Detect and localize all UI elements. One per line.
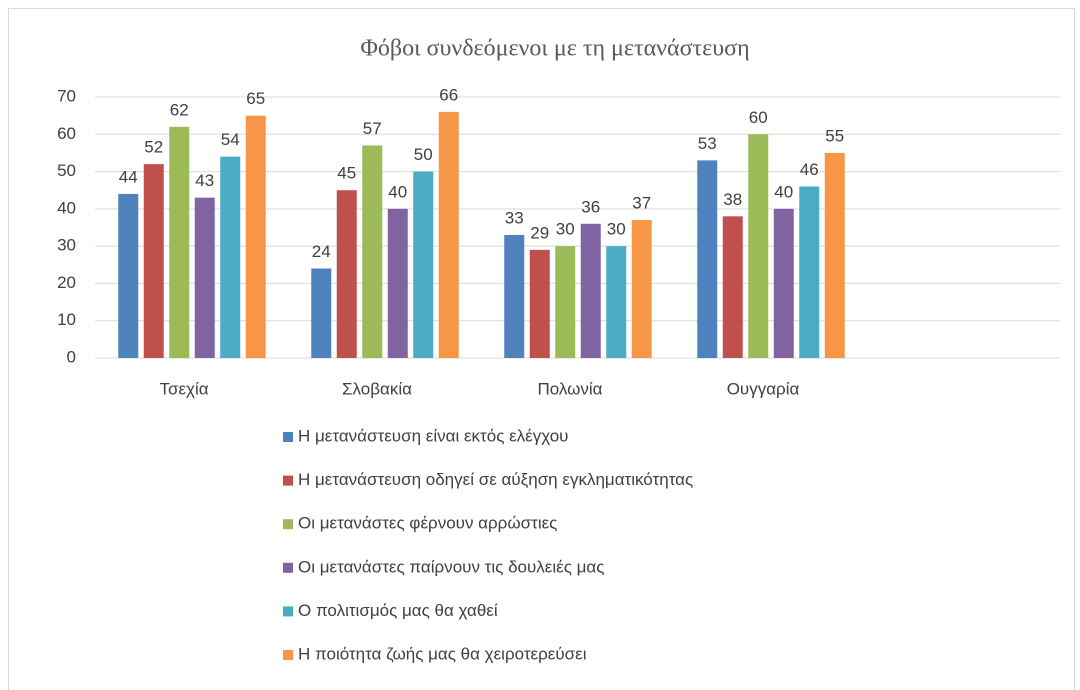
bar [773,208,794,358]
bar [555,246,576,358]
legend-label: Η μετανάστευση είναι εκτός ελέγχου [298,426,568,445]
bar [529,249,550,358]
data-label: 54 [221,130,240,149]
legend-label: Η ποιότητα ζωής μας θα χειροτερεύσει [298,644,587,663]
legend-swatch [283,432,293,442]
data-label: 66 [439,85,458,104]
bar [606,246,627,358]
bar [336,190,357,358]
data-label: 37 [632,194,651,213]
y-tick-label: 40 [57,198,76,217]
bar [438,111,459,359]
data-label: 55 [825,126,844,145]
y-tick-label: 30 [57,236,76,255]
legend-swatch [283,650,293,660]
bar [799,186,820,358]
data-label: 24 [312,242,331,261]
y-tick-label: 60 [57,124,76,143]
y-tick-label: 50 [57,161,76,180]
data-label: 46 [800,160,819,179]
bar [631,220,652,358]
bar [722,216,743,358]
legend-swatch [283,606,293,617]
data-label: 30 [607,220,626,239]
bar [413,171,434,358]
data-label: 53 [698,134,717,153]
data-label: 43 [195,171,214,190]
data-label: 65 [246,89,265,108]
bar [143,164,164,358]
bar [748,134,769,358]
data-label: 38 [723,190,742,209]
x-tick-label: Ουγγαρία [727,379,800,398]
data-label: 57 [363,119,382,138]
data-label: 40 [388,182,407,201]
x-tick-label: Πολωνία [537,379,602,398]
bar [169,126,190,358]
bar [697,160,718,358]
bar [504,234,525,358]
legend-label: Ο πολιτισμός μας θα χαθεί [298,601,498,620]
data-label: 52 [144,138,163,157]
bar [311,268,332,358]
legend-swatch [283,475,293,486]
bar [362,145,383,358]
data-label: 44 [119,167,138,186]
y-tick-label: 0 [67,347,76,366]
data-label: 62 [170,100,189,119]
data-label: 40 [774,182,793,201]
bar [220,156,241,358]
bar [194,197,215,358]
data-label: 29 [530,223,549,242]
legend-label: Η μετανάστευση οδηγεί σε αύξηση εγκληματ… [298,470,693,489]
bar [387,208,408,358]
x-tick-label: Σλοβακία [342,379,412,398]
data-label: 33 [505,208,524,227]
chart-title: Φόβοι συνδεόμενοι με τη μετανάστευση [360,36,749,62]
bar [580,223,601,358]
y-tick-label: 20 [57,273,76,292]
x-tick-label: Τσεχία [159,379,208,398]
data-label: 36 [581,197,600,216]
data-label: 50 [414,145,433,164]
data-label: 60 [749,108,768,127]
legend-label: Οι μετανάστες φέρνουν αρρώστιες [298,514,557,533]
y-tick-label: 70 [57,86,76,105]
y-tick-label: 10 [57,310,76,329]
legend-swatch [283,562,293,573]
data-label: 30 [556,220,575,239]
data-label: 45 [337,164,356,183]
legend-swatch [283,519,293,530]
bar [824,152,845,358]
bar [118,193,139,358]
bar [245,115,266,359]
legend-label: Οι μετανάστες παίρνουν τις δουλειές μας [298,557,604,576]
